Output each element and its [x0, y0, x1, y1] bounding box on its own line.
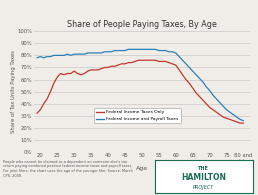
Text: People who cannot be claimed as a dependent on someone else's tax
return paying : People who cannot be claimed as a depend… — [3, 160, 132, 178]
X-axis label: Age: Age — [136, 166, 148, 171]
Text: THE: THE — [198, 166, 209, 171]
Text: HAMILTON: HAMILTON — [181, 173, 226, 182]
Title: Share of People Paying Taxes, By Age: Share of People Paying Taxes, By Age — [67, 20, 217, 29]
Text: PROJECT: PROJECT — [193, 185, 214, 190]
Legend: Federal Income Taxes Only, Federal Income and Payroll Taxes: Federal Income Taxes Only, Federal Incom… — [94, 108, 181, 123]
Y-axis label: Share of Tax Units Paying Taxes: Share of Tax Units Paying Taxes — [11, 50, 16, 133]
